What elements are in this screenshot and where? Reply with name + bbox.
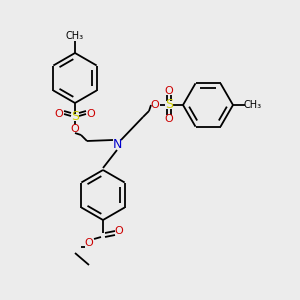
Text: CH₃: CH₃ xyxy=(244,100,262,110)
Text: O: O xyxy=(85,238,93,248)
Text: O: O xyxy=(87,109,95,119)
Text: O: O xyxy=(70,124,80,134)
Text: S: S xyxy=(71,110,79,124)
Text: O: O xyxy=(55,109,63,119)
Text: O: O xyxy=(115,226,123,236)
Text: CH₃: CH₃ xyxy=(66,31,84,41)
Text: S: S xyxy=(165,98,173,112)
Text: N: N xyxy=(112,139,122,152)
Text: O: O xyxy=(151,100,159,110)
Text: O: O xyxy=(165,114,173,124)
Text: O: O xyxy=(165,86,173,96)
